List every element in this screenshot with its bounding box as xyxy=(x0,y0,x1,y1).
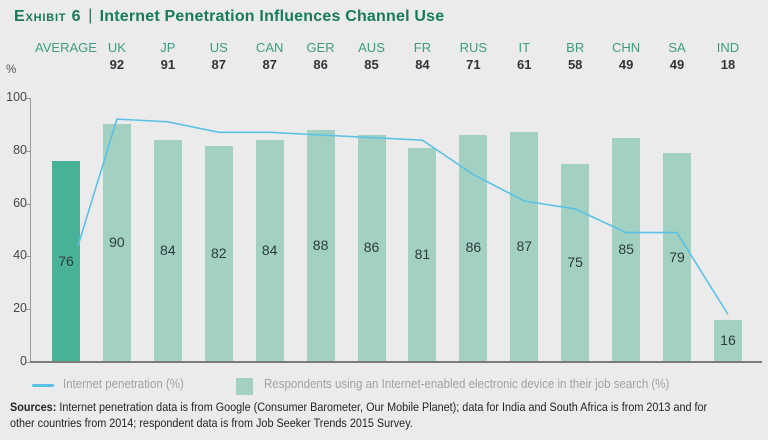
exhibit-number-label: Exhibit 6 xyxy=(14,8,82,25)
bar-value-fr: 81 xyxy=(414,246,431,263)
sources-text-2: other countries from 2014; respondent da… xyxy=(10,416,413,431)
bar-value-ger: 88 xyxy=(312,236,329,253)
penetration-value-ger: 86 xyxy=(313,57,328,72)
bar-value-rus: 86 xyxy=(465,239,482,256)
sources-label: Sources: xyxy=(10,400,57,414)
penetration-value-aus: 85 xyxy=(364,57,379,72)
penetration-value-ind: 18 xyxy=(720,57,736,72)
y-axis-unit-label: % xyxy=(6,64,17,76)
penetration-value-chn: 49 xyxy=(618,57,634,72)
bar-value-it: 87 xyxy=(516,238,533,255)
bar-value-aus: 86 xyxy=(363,239,380,256)
bar-average xyxy=(52,161,80,362)
bar-value-average: 76 xyxy=(58,252,74,269)
column-label-ind: IND xyxy=(716,40,740,55)
penetration-value-it: 61 xyxy=(517,57,532,72)
column-label-aus: AUS xyxy=(358,40,385,55)
column-label-it: IT xyxy=(518,40,531,55)
y-tick-mark-60 xyxy=(26,203,30,205)
column-label-rus: RUS xyxy=(459,40,488,55)
y-tick-label-0: 0 xyxy=(20,354,27,368)
y-tick-label-60: 60 xyxy=(13,195,27,210)
column-label-br: BR xyxy=(566,40,585,55)
penetration-value-jp: 91 xyxy=(160,57,176,72)
penetration-value-br: 58 xyxy=(567,57,583,72)
y-tick-label-80: 80 xyxy=(13,142,27,157)
bar-value-chn: 85 xyxy=(618,240,634,257)
column-label-chn: CHN xyxy=(612,40,641,55)
penetration-value-rus: 71 xyxy=(466,57,481,72)
x-axis-line xyxy=(30,361,762,363)
column-label-fr: FR xyxy=(413,40,432,55)
penetration-value-fr: 84 xyxy=(415,57,430,72)
y-tick-label-100: 100 xyxy=(6,90,27,104)
penetration-value-can: 87 xyxy=(262,57,277,72)
bar-value-us: 82 xyxy=(210,244,227,261)
column-label-can: CAN xyxy=(255,40,284,55)
bar-legend-swatch xyxy=(236,378,253,395)
bar-value-uk: 90 xyxy=(109,234,125,251)
y-tick-mark-40 xyxy=(26,256,30,258)
bar-ind xyxy=(713,319,742,362)
sources-note: Sources: Internet penetration data is fr… xyxy=(10,399,707,432)
column-label-uk: UK xyxy=(107,40,126,55)
y-tick-label-40: 40 xyxy=(13,248,27,263)
chart-title: Exhibit 6 | Internet Penetration Influence… xyxy=(14,7,445,26)
column-label-jp: JP xyxy=(160,40,176,55)
penetration-value-sa: 49 xyxy=(669,57,685,72)
bar-value-ind: 16 xyxy=(720,331,736,348)
y-tick-mark-100 xyxy=(26,98,30,99)
y-tick-mark-20 xyxy=(26,309,30,311)
line-legend-swatch xyxy=(32,384,54,387)
y-tick-label-20: 20 xyxy=(13,301,27,316)
column-label-ger: GER xyxy=(306,40,335,55)
y-tick-mark-80 xyxy=(26,150,30,152)
bar-value-sa: 79 xyxy=(669,248,685,265)
line-legend-label: Internet penetration (%) xyxy=(63,377,184,391)
column-label-sa: SA xyxy=(668,40,686,55)
bar-value-jp: 84 xyxy=(160,242,176,259)
column-label-us: US xyxy=(209,40,228,55)
penetration-value-uk: 92 xyxy=(109,57,125,72)
column-label-average: AVERAGE xyxy=(35,40,97,55)
y-tick-mark-0 xyxy=(26,362,30,363)
bar-legend-label: Respondents using an Internet-enabled el… xyxy=(264,377,670,391)
sources-text-1: Internet penetration data is from Google… xyxy=(56,400,708,414)
bar-value-can: 84 xyxy=(261,242,278,259)
title-separator: | xyxy=(88,7,93,24)
title-text: Internet Penetration Influences Channel … xyxy=(99,8,445,25)
penetration-value-us: 87 xyxy=(211,57,226,72)
sources-line-1: Sources: Internet penetration data is fr… xyxy=(10,399,707,415)
bar-value-br: 75 xyxy=(567,254,583,270)
y-axis-line xyxy=(30,98,31,363)
